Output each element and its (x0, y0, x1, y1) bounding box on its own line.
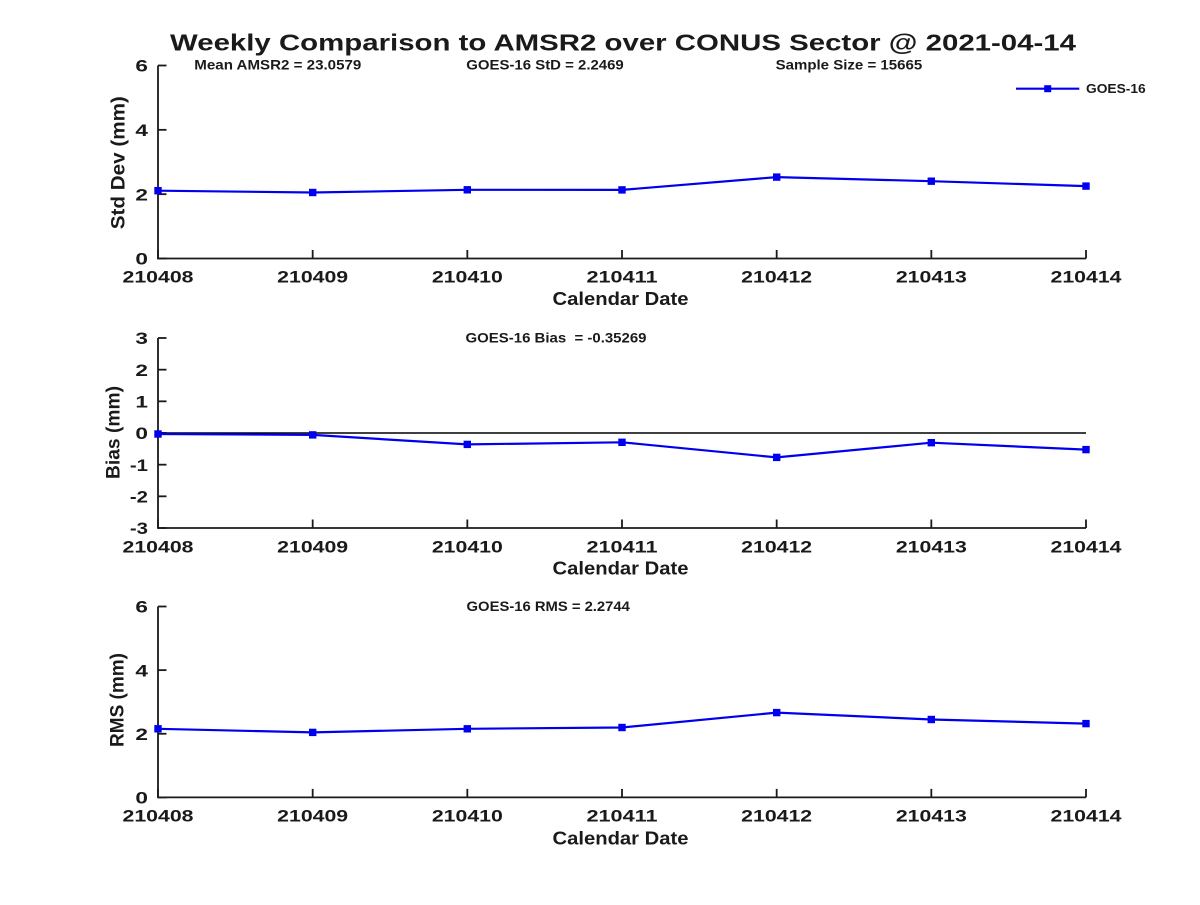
svg-text:0: 0 (135, 250, 148, 269)
svg-text:210408: 210408 (123, 268, 194, 287)
svg-text:-3: -3 (130, 519, 148, 538)
svg-text:GOES-16 RMS = 2.2744: GOES-16 RMS = 2.2744 (467, 598, 631, 614)
svg-text:6: 6 (135, 57, 148, 76)
svg-text:2: 2 (135, 725, 148, 744)
svg-text:0: 0 (135, 424, 148, 443)
svg-text:210413: 210413 (896, 807, 967, 826)
svg-text:Calendar Date: Calendar Date (553, 558, 689, 579)
svg-text:4: 4 (135, 661, 148, 680)
svg-text:210411: 210411 (587, 268, 658, 287)
svg-text:210411: 210411 (587, 807, 658, 826)
svg-text:Bias (mm): Bias (mm) (103, 386, 125, 479)
svg-text:210408: 210408 (123, 807, 194, 826)
svg-text:3: 3 (135, 329, 148, 348)
svg-text:2: 2 (135, 185, 148, 204)
svg-text:Calendar Date: Calendar Date (553, 288, 689, 309)
svg-text:210414: 210414 (1051, 537, 1123, 556)
svg-text:2: 2 (135, 361, 148, 380)
svg-text:210411: 210411 (587, 537, 658, 556)
svg-text:210409: 210409 (277, 268, 348, 287)
svg-text:210414: 210414 (1051, 268, 1123, 287)
svg-text:210409: 210409 (277, 537, 348, 556)
svg-text:Mean AMSR2 = 23.0579: Mean AMSR2 = 23.0579 (194, 57, 361, 73)
svg-text:4: 4 (135, 121, 148, 140)
svg-text:210410: 210410 (432, 537, 503, 556)
svg-text:Sample Size = 15665: Sample Size = 15665 (776, 57, 923, 73)
svg-text:210410: 210410 (432, 807, 503, 826)
svg-text:210412: 210412 (741, 537, 812, 556)
svg-text:210412: 210412 (741, 807, 812, 826)
svg-text:GOES-16: GOES-16 (1086, 82, 1146, 96)
svg-text:-1: -1 (130, 456, 148, 475)
svg-text:GOES-16 StD = 2.2469: GOES-16 StD = 2.2469 (466, 57, 624, 73)
svg-text:210413: 210413 (896, 268, 967, 287)
svg-text:-2: -2 (130, 488, 148, 507)
svg-text:210408: 210408 (123, 537, 194, 556)
svg-text:210413: 210413 (896, 537, 967, 556)
svg-text:GOES-16 Bias = -0.35269: GOES-16 Bias = -0.35269 (466, 330, 647, 346)
svg-text:Std Dev (mm): Std Dev (mm) (108, 96, 130, 229)
svg-text:0: 0 (135, 789, 148, 808)
svg-text:210412: 210412 (741, 268, 812, 287)
svg-text:Weekly Comparison to AMSR2 ove: Weekly Comparison to AMSR2 over CONUS Se… (170, 30, 1076, 56)
svg-text:RMS (mm): RMS (mm) (107, 653, 129, 747)
svg-text:1: 1 (135, 393, 148, 412)
svg-text:210410: 210410 (432, 268, 503, 287)
svg-text:210414: 210414 (1051, 807, 1123, 826)
svg-text:6: 6 (135, 598, 148, 617)
svg-text:Calendar Date: Calendar Date (553, 828, 689, 849)
svg-text:210409: 210409 (277, 807, 348, 826)
